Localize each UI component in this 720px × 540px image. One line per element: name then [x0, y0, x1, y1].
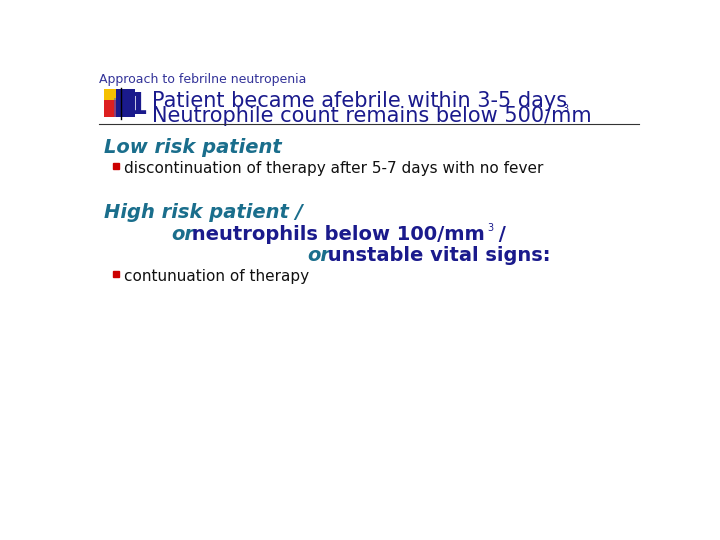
Bar [114, 98, 129, 118]
Text: /: / [492, 225, 506, 244]
Text: Low risk patient: Low risk patient [104, 138, 282, 157]
Bar [104, 100, 126, 118]
Text: Patient became afebrile within 3-5 days: Patient became afebrile within 3-5 days [152, 91, 567, 111]
Text: 1: 1 [127, 91, 148, 119]
Text: or: or [171, 225, 194, 244]
Text: unstable vital signs:: unstable vital signs: [321, 246, 551, 265]
Text: discontinuation of therapy after 5-7 days with no fever: discontinuation of therapy after 5-7 day… [124, 161, 544, 176]
Text: neutrophils below 100/mm: neutrophils below 100/mm [185, 225, 485, 244]
Text: 3: 3 [562, 104, 569, 114]
Bar [116, 90, 135, 118]
Text: contunuation of therapy: contunuation of therapy [124, 269, 309, 285]
Text: Neutrophile count remains below 500/mm: Neutrophile count remains below 500/mm [152, 106, 591, 126]
Text: or: or [307, 246, 330, 265]
Text: 3: 3 [487, 223, 494, 233]
Text: Approach to febrilne neutropenia: Approach to febrilne neutropenia [99, 72, 307, 85]
Bar [104, 90, 126, 111]
Text: High risk patient /: High risk patient / [104, 203, 302, 222]
